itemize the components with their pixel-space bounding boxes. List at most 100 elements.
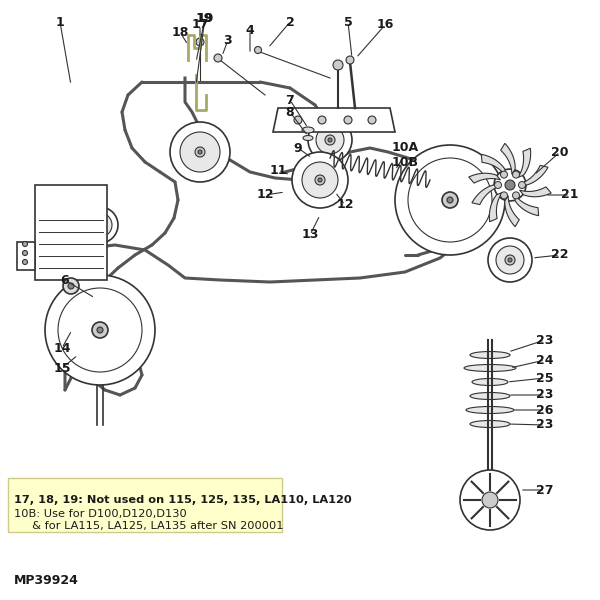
Polygon shape bbox=[520, 187, 551, 197]
Text: 3: 3 bbox=[224, 34, 232, 46]
Circle shape bbox=[308, 118, 352, 162]
Text: 17, 18, 19: Not used on 115, 125, 135, LA110, LA120: 17, 18, 19: Not used on 115, 125, 135, L… bbox=[14, 495, 352, 505]
Circle shape bbox=[482, 492, 498, 508]
Text: MP39924: MP39924 bbox=[14, 574, 79, 587]
Circle shape bbox=[170, 122, 230, 182]
Circle shape bbox=[95, 220, 105, 230]
Ellipse shape bbox=[470, 421, 510, 427]
Circle shape bbox=[318, 116, 326, 124]
Text: 18: 18 bbox=[172, 25, 188, 38]
Circle shape bbox=[505, 255, 515, 265]
Circle shape bbox=[294, 116, 302, 124]
Circle shape bbox=[23, 251, 28, 256]
Circle shape bbox=[368, 116, 376, 124]
Polygon shape bbox=[490, 193, 502, 222]
Circle shape bbox=[512, 171, 520, 178]
Polygon shape bbox=[17, 242, 35, 270]
Text: 7: 7 bbox=[286, 94, 295, 107]
Text: 23: 23 bbox=[536, 419, 554, 431]
FancyBboxPatch shape bbox=[8, 478, 282, 532]
Ellipse shape bbox=[466, 407, 514, 413]
Polygon shape bbox=[505, 196, 520, 227]
Text: 22: 22 bbox=[551, 248, 569, 262]
Circle shape bbox=[98, 223, 102, 227]
Text: 5: 5 bbox=[344, 16, 352, 28]
FancyBboxPatch shape bbox=[35, 185, 107, 280]
Circle shape bbox=[198, 150, 202, 154]
Polygon shape bbox=[515, 195, 539, 216]
Circle shape bbox=[180, 132, 220, 172]
Circle shape bbox=[505, 180, 515, 190]
Text: 8: 8 bbox=[286, 106, 295, 118]
Circle shape bbox=[447, 197, 453, 203]
Circle shape bbox=[496, 246, 524, 274]
Ellipse shape bbox=[472, 379, 508, 385]
Circle shape bbox=[344, 116, 352, 124]
Circle shape bbox=[325, 135, 335, 145]
Circle shape bbox=[395, 145, 505, 255]
Text: 21: 21 bbox=[561, 188, 579, 202]
Circle shape bbox=[328, 138, 332, 142]
Circle shape bbox=[494, 181, 502, 188]
Circle shape bbox=[508, 258, 512, 262]
Circle shape bbox=[196, 38, 204, 46]
Text: 11: 11 bbox=[269, 163, 287, 176]
Circle shape bbox=[302, 162, 338, 198]
Circle shape bbox=[292, 152, 348, 208]
Circle shape bbox=[460, 470, 520, 530]
Circle shape bbox=[68, 283, 74, 289]
Circle shape bbox=[23, 259, 28, 265]
Text: 15: 15 bbox=[53, 361, 71, 374]
Text: 17: 17 bbox=[191, 19, 209, 31]
Circle shape bbox=[518, 181, 526, 188]
Text: 4: 4 bbox=[245, 23, 254, 37]
Polygon shape bbox=[469, 173, 500, 183]
Text: 10A
10B: 10A 10B bbox=[391, 141, 419, 169]
Circle shape bbox=[214, 54, 222, 62]
Text: 25: 25 bbox=[536, 371, 554, 385]
Polygon shape bbox=[500, 143, 515, 175]
Text: 20: 20 bbox=[551, 145, 569, 158]
Polygon shape bbox=[481, 154, 505, 175]
Circle shape bbox=[315, 175, 325, 185]
Circle shape bbox=[23, 241, 28, 247]
Polygon shape bbox=[472, 185, 499, 205]
Text: 10B: Use for D100,D120,D130: 10B: Use for D100,D120,D130 bbox=[14, 509, 187, 519]
Circle shape bbox=[45, 275, 155, 385]
Text: 24: 24 bbox=[536, 353, 554, 367]
Text: 12: 12 bbox=[336, 199, 354, 211]
Ellipse shape bbox=[302, 127, 314, 133]
Circle shape bbox=[92, 322, 108, 338]
Ellipse shape bbox=[464, 364, 516, 371]
Ellipse shape bbox=[470, 352, 510, 358]
Text: 6: 6 bbox=[61, 274, 70, 286]
Circle shape bbox=[82, 207, 118, 243]
Circle shape bbox=[254, 46, 262, 53]
Circle shape bbox=[346, 56, 354, 64]
Text: 16: 16 bbox=[376, 19, 394, 31]
Circle shape bbox=[494, 169, 526, 201]
Circle shape bbox=[316, 126, 344, 154]
Circle shape bbox=[500, 171, 508, 178]
Ellipse shape bbox=[470, 392, 510, 400]
Polygon shape bbox=[273, 108, 395, 132]
Text: 14: 14 bbox=[53, 341, 71, 355]
Circle shape bbox=[97, 327, 103, 333]
Text: 9: 9 bbox=[293, 142, 302, 154]
Circle shape bbox=[63, 278, 79, 294]
Ellipse shape bbox=[303, 136, 313, 140]
Polygon shape bbox=[518, 148, 530, 178]
Text: 1: 1 bbox=[56, 16, 64, 28]
Circle shape bbox=[408, 158, 492, 242]
Text: 13: 13 bbox=[301, 229, 319, 241]
Circle shape bbox=[500, 192, 508, 199]
Text: 23: 23 bbox=[536, 389, 554, 401]
Text: 23: 23 bbox=[536, 334, 554, 346]
Circle shape bbox=[512, 192, 520, 199]
Text: 2: 2 bbox=[286, 16, 295, 28]
Circle shape bbox=[88, 213, 112, 237]
Circle shape bbox=[488, 238, 532, 282]
Circle shape bbox=[318, 178, 322, 182]
Circle shape bbox=[195, 147, 205, 157]
Text: 19: 19 bbox=[196, 11, 212, 25]
